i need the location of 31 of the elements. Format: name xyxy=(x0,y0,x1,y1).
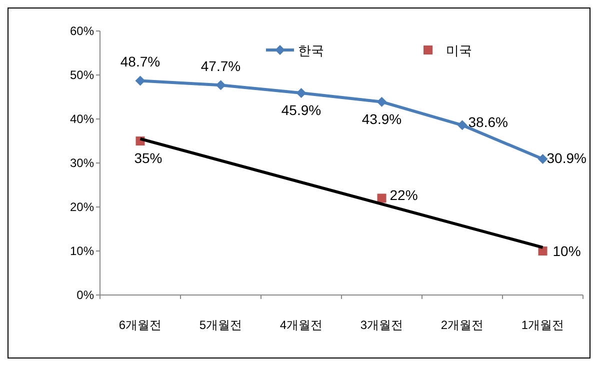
data-label: 35% xyxy=(134,150,162,166)
point xyxy=(216,80,226,90)
point xyxy=(376,96,387,107)
y-tick-label: 40% xyxy=(70,112,94,126)
data-label: 43.9% xyxy=(362,110,402,127)
x-tick-label: 5개월전 xyxy=(199,318,242,332)
x-tick-label: 3개월전 xyxy=(360,318,404,332)
y-tick-label: 10% xyxy=(70,244,94,258)
y-tick-label: 20% xyxy=(70,200,94,214)
point xyxy=(135,76,146,86)
y-tick-label: 30% xyxy=(70,156,94,170)
point xyxy=(457,120,468,130)
data-label: 47.7% xyxy=(200,58,241,74)
legend-label: 미국 xyxy=(446,43,472,58)
x-tick-label: 6개월전 xyxy=(118,318,162,332)
data-label: 38.6% xyxy=(468,114,508,130)
point xyxy=(538,154,548,164)
legend-label: 한국 xyxy=(298,43,324,58)
data-label: 10% xyxy=(552,243,581,259)
data-label: 22% xyxy=(390,187,418,204)
data-label: 30.9% xyxy=(546,150,586,166)
data-label: 48.7% xyxy=(120,54,160,70)
x-tick-label: 2개월전 xyxy=(440,318,484,332)
y-tick-label: 0% xyxy=(76,288,94,302)
point xyxy=(296,88,306,98)
data-label: 45.9% xyxy=(281,102,322,118)
y-tick-label: 60% xyxy=(70,24,94,38)
point xyxy=(377,194,386,203)
x-tick-label: 4개월전 xyxy=(280,318,323,332)
y-tick-label: 50% xyxy=(70,68,94,82)
x-tick-label: 1개월전 xyxy=(521,318,564,332)
